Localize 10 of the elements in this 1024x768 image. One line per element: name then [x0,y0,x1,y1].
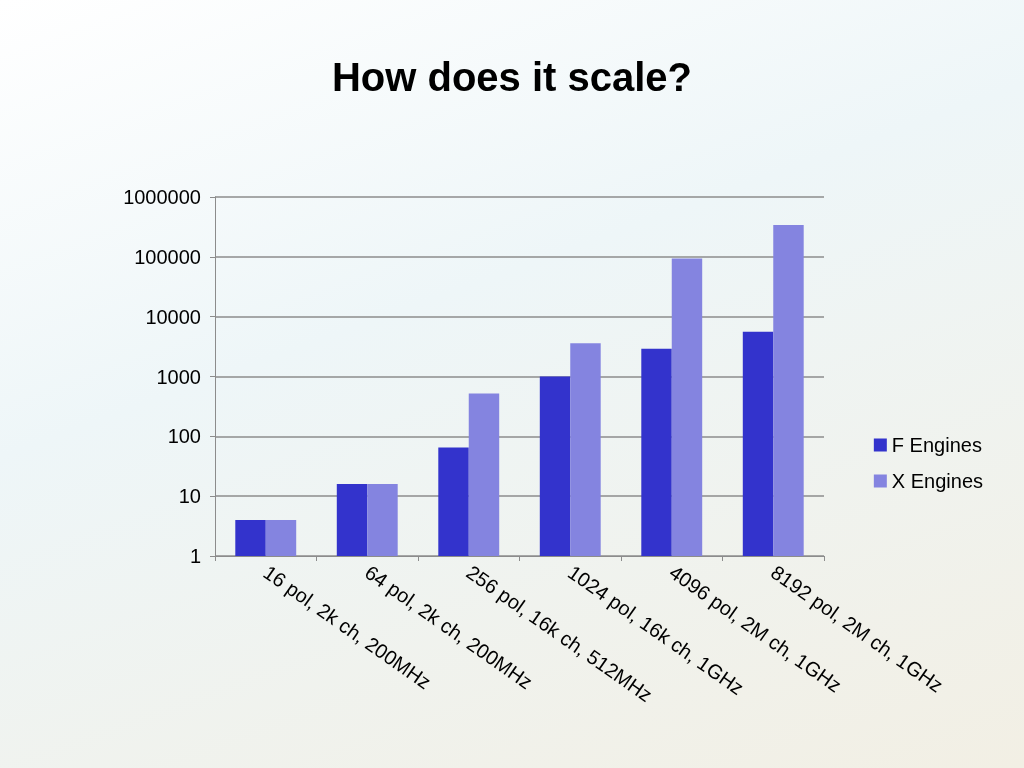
y-tick-label: 1 [189,545,201,567]
chart-title: How does it scale? [331,55,693,99]
y-tick-label: 10 [178,485,201,508]
y-tick-label: 100000 [134,245,201,268]
legend-label: X Engines [891,470,983,492]
legend-label: F Engines [891,434,982,456]
y-tick-label: 100 [167,425,201,448]
y-tick-label: 10000 [145,305,201,328]
y-tick-label: 1000000 [123,186,201,208]
y-tick-label: 1000 [156,365,201,388]
